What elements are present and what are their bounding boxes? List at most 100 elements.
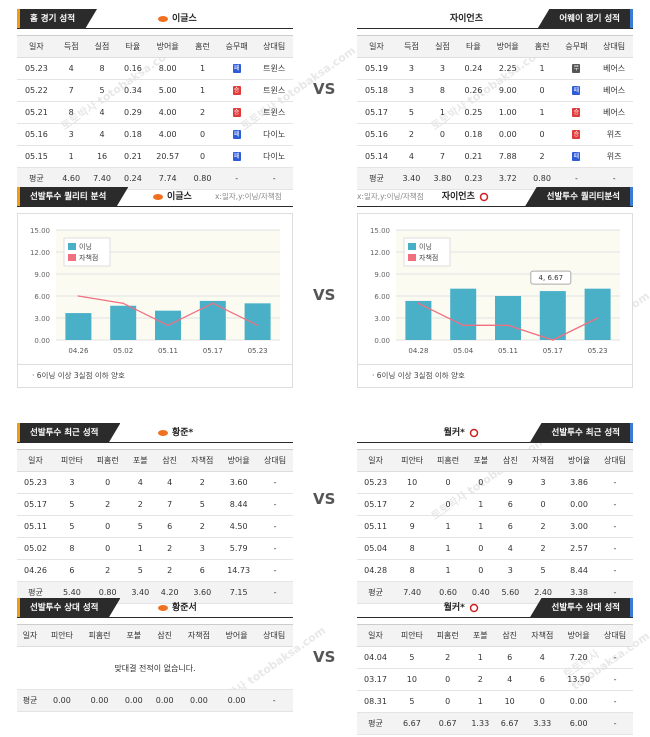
- column-header: 득점: [395, 35, 427, 58]
- average-cell: -: [557, 167, 596, 190]
- column-header: 일자: [357, 35, 396, 58]
- table-cell: 04.26: [17, 559, 54, 582]
- table-cell: 05.19: [357, 57, 396, 80]
- quality-chart-svg: 0.00 3.00 6.00 9.00 12.00 15.00 04.28 05.04 05.1…: [370, 227, 620, 355]
- table-cell: 2: [429, 646, 466, 669]
- table-row: 05.14 4 7 0.21 7.88 2 패 위즈: [357, 145, 633, 168]
- table-row: 08.31 5 0 1 10 0 0.00-: [357, 690, 633, 713]
- column-header: 상대팀: [597, 449, 633, 472]
- table-cell: 05.02: [17, 537, 54, 560]
- table-cell: 2: [394, 493, 431, 516]
- table-cell: 0: [466, 537, 496, 560]
- team-logo-icon: [158, 604, 168, 611]
- table-cell: 8.44: [220, 493, 258, 516]
- table-row: 05.23 10 0 0 9 3 3.86-: [357, 471, 633, 494]
- line-point: [167, 324, 169, 327]
- table-cell: 위즈: [595, 145, 633, 168]
- table-cell: 7: [55, 79, 87, 102]
- average-cell: 6.67: [494, 712, 525, 735]
- table-cell: 6: [494, 646, 525, 669]
- table-cell: 베어스: [595, 57, 633, 80]
- team-logo-icon: [469, 603, 479, 612]
- column-header: 자책점: [525, 449, 562, 472]
- legend-swatch: [408, 254, 416, 261]
- table-cell: -: [597, 559, 633, 582]
- column-header: 방어율: [148, 35, 188, 58]
- recent-left-panel: 선발투수 최근 성적 황준* 일자 피안타 피홈런 포볼 삼진 자책점 방어율 상대팀 05.…: [17, 423, 293, 604]
- table-cell: 패: [557, 79, 596, 102]
- table-cell: 0: [525, 493, 562, 516]
- average-row: 평균 7.40 0.60 0.40 5.60 2.40 3.38-: [357, 581, 633, 604]
- legend: [403, 237, 451, 267]
- table-cell: 10: [393, 668, 430, 691]
- table-cell: 패: [217, 123, 256, 146]
- column-header: 포볼: [465, 624, 495, 647]
- table-cell: 0: [526, 79, 558, 102]
- y-tick-label: 9.00: [374, 271, 390, 279]
- legend-label: 자책점: [79, 253, 98, 262]
- legend-swatch: [68, 254, 76, 261]
- panel-header-tab: 선발투수 퀄리티분석: [524, 187, 633, 207]
- table-cell: -: [257, 559, 293, 582]
- table-cell: -: [597, 690, 633, 713]
- column-header: 실점: [86, 35, 118, 58]
- table-cell: -: [257, 493, 293, 516]
- y-tick-label: 6.00: [34, 293, 50, 301]
- team-logo-icon: [469, 428, 479, 437]
- x-tick-label: 05.17: [203, 347, 223, 355]
- bar: [539, 291, 566, 340]
- table-cell: 0.00: [560, 690, 598, 713]
- average-row: 평균 5.40 0.80 3.40 4.20 3.60 7.15-: [17, 581, 293, 604]
- table-row: 05.16 3 4 0.18 4.00 0 패 다이노: [17, 123, 293, 146]
- average-row: 평균 6.67 0.67 1.33 6.67 3.33 6.00-: [357, 712, 633, 735]
- average-cell: 4.60: [55, 167, 87, 190]
- table-cell: 0: [426, 123, 458, 146]
- table-cell: 3: [53, 471, 90, 494]
- vs-left-table: 일자 피안타 피홈런 포볼 삼진 자책점 방어율 상대팀 맞대결 전적이 없습니다. 평균 0.…: [17, 624, 293, 712]
- table-cell: 4: [86, 123, 118, 146]
- table-cell: 9.00: [488, 79, 527, 102]
- table-cell: 5: [86, 79, 118, 102]
- table-cell: 3: [426, 57, 458, 80]
- average-cell: -: [597, 712, 633, 735]
- table-cell: 4.00: [148, 101, 188, 124]
- table-row: 05.17 2 0 1 6 0 0.00-: [357, 493, 633, 516]
- average-cell: 0.00: [118, 689, 150, 712]
- table-cell: 10: [394, 471, 431, 494]
- table-cell: 3: [395, 57, 427, 80]
- y-tick-label: 15.00: [30, 227, 50, 235]
- table-cell: 16: [86, 145, 118, 168]
- bar: [405, 300, 432, 340]
- table-cell: 2: [525, 515, 562, 538]
- table-cell: 3.60: [220, 471, 258, 494]
- table-cell: 0.00: [561, 493, 597, 516]
- vs-right-panel: 선발투수 상대 성적 월커* 일자 피안타 피홈런 포볼 삼진 자책점 방어율 상대팀 04.…: [357, 598, 633, 735]
- line-point: [256, 324, 259, 327]
- table-row: 03.17 10 0 2 4 6 13.50-: [357, 668, 633, 691]
- table-cell: 트윈스: [255, 79, 293, 102]
- table-cell: 무: [557, 57, 596, 80]
- line-point: [507, 324, 509, 327]
- column-header: 방어율: [488, 35, 527, 58]
- column-header: 피홈런: [429, 624, 466, 647]
- column-header: 피안타: [53, 449, 90, 472]
- table-cell: 0: [89, 515, 126, 538]
- x-tick-label: 04.26: [68, 347, 89, 355]
- y-tick-label: 9.00: [34, 271, 50, 279]
- column-header: 일자: [17, 35, 56, 58]
- table-cell: 5: [125, 515, 155, 538]
- table-row: 05.18 3 8 0.26 9.00 0 패 베어스: [357, 79, 633, 102]
- panel-header-tab: 선발투수 최근 성적: [17, 423, 120, 443]
- line-point: [122, 302, 124, 305]
- table-cell: 3.00: [561, 515, 597, 538]
- line-point: [552, 339, 554, 341]
- table-cell: 4: [495, 537, 526, 560]
- table-cell: 03.17: [357, 668, 394, 691]
- result-badge: 패: [232, 152, 241, 161]
- table-cell: 0.16: [117, 57, 149, 80]
- column-header: 피안타: [393, 624, 430, 647]
- table-cell: 7: [426, 145, 458, 168]
- average-row: 평균 3.40 3.80 0.23 3.72 0.80- -: [357, 167, 633, 190]
- table-cell: 4: [494, 668, 525, 691]
- column-header: 방어율: [220, 449, 258, 472]
